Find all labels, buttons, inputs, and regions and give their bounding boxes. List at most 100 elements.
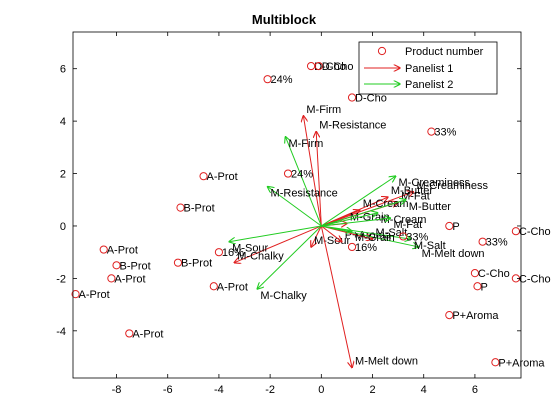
product-point-label: 33% [434, 127, 456, 139]
product-point-label: C-Cho [519, 226, 551, 238]
x-tick-label: 6 [472, 384, 478, 396]
product-point-label: P [480, 281, 487, 293]
panelist1-vector-label: M-Butter [391, 185, 434, 197]
product-point-label: A-Prot [217, 281, 248, 293]
panelist2-vector-label: M-Grain [355, 232, 395, 244]
product-point [199, 172, 208, 181]
product-point-label: 33% [486, 237, 508, 249]
product-point-label: P+Aroma [498, 357, 545, 369]
y-tick-label: 6 [60, 64, 66, 76]
panelist2-vector-label: M-Butter [409, 201, 452, 213]
panelist1-vector-label: M-Firm [306, 104, 341, 116]
product-point [427, 127, 436, 136]
x-tick-label: 2 [369, 384, 375, 396]
x-tick-label: -8 [112, 384, 122, 396]
panelist2-vector [268, 187, 322, 227]
panelist2-vector-label: M-Resistance [271, 188, 338, 200]
product-point-label: D-Cho [355, 93, 387, 105]
axis-ticks: -8 -6 -4 -2 0 2 4 6 -4 -2 0 2 4 6 [56, 32, 521, 396]
panelist2-vector [321, 225, 418, 247]
legend-label-panelist2: Panelist 2 [405, 79, 453, 91]
panelist2-vector [321, 213, 377, 227]
panelist2-vector [321, 200, 405, 227]
panelist1-vector [303, 116, 322, 227]
y-tick-label: -2 [56, 273, 66, 285]
product-point [445, 221, 454, 231]
panelist2-vector-label: M-Fat [393, 219, 422, 231]
product-point [173, 258, 183, 267]
panelist2-vector [285, 137, 322, 227]
product-point-label: B-Prot [184, 203, 215, 215]
product-point-label: C-Cho [519, 273, 551, 285]
legend-label-panelist1: Panelist 1 [405, 63, 453, 75]
product-point [176, 203, 185, 212]
panelist1-vector-label: M-Cream [363, 198, 409, 210]
plot-area: M-FirmM-ResistanceM-CreaminessM-ButterM-… [71, 61, 551, 369]
y-tick-label: -4 [56, 326, 66, 338]
product-point-label: A-Prot [107, 245, 138, 257]
product-point [125, 329, 134, 338]
product-point-label: 33% [406, 231, 428, 243]
panelist1-vector [316, 132, 322, 226]
panelist2-vector [321, 218, 390, 227]
product-point [214, 248, 224, 257]
panelist2-vector-label: M-Salt [414, 240, 446, 252]
axes-frame [72, 31, 522, 379]
product-point [478, 237, 487, 246]
panelist2-vector-label: M-Creaminess [399, 177, 471, 189]
product-point-label: P [452, 221, 459, 233]
panelist2-vector [321, 176, 395, 227]
legend-label-product: Product number [405, 46, 484, 58]
product-point [445, 310, 454, 320]
y-tick-label: 4 [60, 116, 66, 128]
panelist1-vector [320, 225, 352, 368]
y-tick-label: 0 [60, 221, 66, 233]
product-point [473, 282, 482, 291]
panelist2-vector-label: M-Chalky [260, 290, 307, 302]
x-tick-label: -4 [214, 384, 224, 396]
product-point-label: 16% [355, 242, 377, 254]
panelist2-vector [321, 225, 352, 231]
y-tick-label: 2 [60, 169, 66, 181]
product-point [491, 358, 500, 367]
product-point [99, 245, 108, 254]
product-point-label: D-Cho [322, 61, 354, 73]
product-point [283, 169, 293, 178]
product-point-label: A-Prot [79, 289, 110, 301]
product-point [347, 93, 357, 102]
x-tick-label: -6 [163, 384, 173, 396]
product-point-label: 24% [291, 169, 313, 181]
product-point-label: A-Prot [207, 171, 238, 183]
x-tick-label: 4 [421, 384, 427, 396]
product-point [399, 232, 408, 241]
panelist1-vector [311, 225, 322, 247]
product-point [263, 75, 272, 84]
panelist1-vector-label: M-Resistance [319, 120, 386, 132]
panelist1-vector-label: M-Fat [401, 190, 430, 202]
panelist1-vector [234, 225, 322, 263]
panelist1-vector-label: M-Chalky [237, 251, 284, 263]
panelist1-vector [321, 210, 359, 227]
product-point-label: B-Prot [181, 258, 212, 270]
chart-title: Multiblock [252, 12, 317, 27]
panelist2-vector-label: M-Firm [288, 138, 323, 150]
panelist1-vector-label: M-Creaminess [416, 180, 488, 192]
legend: Product number Panelist 1 Panelist 2 [358, 41, 498, 95]
panelist1-vector [321, 192, 413, 227]
product-point [314, 61, 323, 71]
product-point [511, 227, 520, 236]
panelist2-vector [229, 225, 322, 242]
product-point [112, 261, 121, 270]
x-tick-label: 0 [318, 384, 324, 396]
product-point [470, 269, 480, 278]
product-point-label: P+Aroma [452, 310, 499, 322]
product-point [209, 282, 218, 291]
product-point [71, 290, 80, 299]
product-point-label: 24% [271, 74, 293, 86]
product-point-label: C-Cho [478, 268, 510, 280]
panelist2-vector [257, 225, 322, 289]
panelist2-vector-label: M-Cream [381, 214, 427, 226]
legend-marker-product [377, 46, 387, 56]
